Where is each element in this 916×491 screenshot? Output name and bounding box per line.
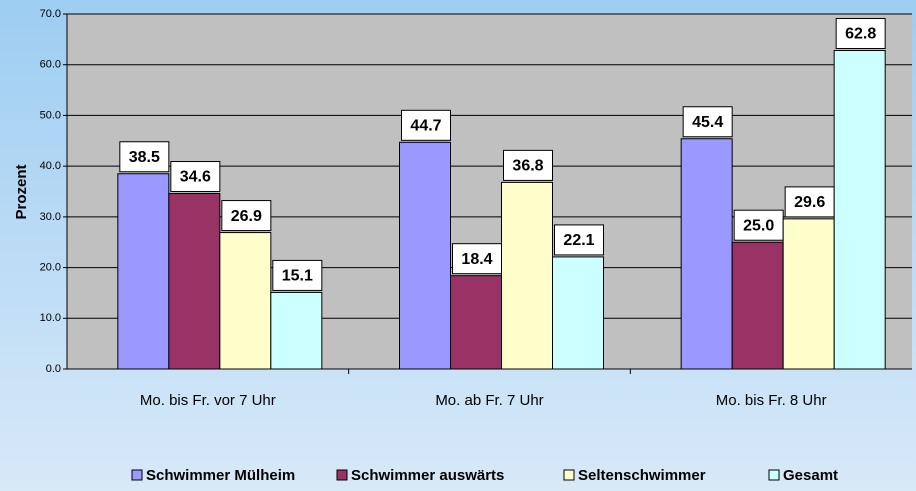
y-axis-label: Prozent — [13, 164, 30, 219]
y-tick-label: 20.0 — [40, 261, 61, 273]
bar — [680, 138, 733, 370]
data-label: 62.8 — [845, 26, 876, 43]
data-label: 25.0 — [743, 217, 774, 234]
data-label-box — [170, 161, 221, 193]
x-tick-label: Mo. ab Fr. 7 Uhr — [435, 392, 543, 409]
legend-label: Gesamt — [783, 467, 838, 484]
bar — [450, 275, 502, 370]
data-label: 22.1 — [563, 232, 594, 249]
bar — [270, 291, 323, 370]
data-label: 36.8 — [512, 158, 543, 175]
data-label-box — [221, 200, 272, 232]
x-tick-label: Mo. bis Fr. vor 7 Uhr — [140, 392, 276, 409]
bar — [731, 241, 784, 370]
y-tick-label: 40.0 — [40, 160, 61, 172]
legend-swatch — [336, 469, 348, 481]
data-label: 45.4 — [692, 114, 723, 131]
data-label: 15.1 — [282, 268, 313, 285]
data-label-box — [835, 18, 886, 50]
bar — [168, 193, 221, 370]
data-label: 29.6 — [794, 194, 825, 211]
bar — [219, 232, 272, 370]
legend-label: Schwimmer Mülheim — [146, 467, 295, 484]
y-tick-label: 50.0 — [40, 109, 61, 121]
legend-label: Schwimmer auswärts — [351, 467, 504, 484]
legend-swatch — [563, 469, 575, 481]
data-label: 26.9 — [231, 208, 262, 225]
x-tick-label: Mo. bis Fr. 8 Uhr — [716, 392, 827, 409]
bar — [552, 256, 604, 370]
y-tick-label: 60.0 — [40, 59, 61, 71]
y-tick-label: 0.0 — [46, 363, 61, 375]
legend-label: Seltenschwimmer — [578, 467, 706, 484]
y-tick-label: 10.0 — [40, 312, 61, 324]
data-label-box — [401, 109, 451, 141]
data-label-box — [119, 141, 170, 173]
data-label: 34.6 — [180, 169, 211, 186]
legend-swatch — [131, 469, 143, 481]
bar — [501, 181, 553, 370]
data-label: 44.7 — [410, 118, 441, 135]
data-label-box — [503, 149, 553, 181]
data-label: 38.5 — [129, 149, 160, 166]
data-label-box — [272, 259, 323, 291]
data-label-box — [733, 209, 784, 241]
data-label-box — [452, 243, 502, 275]
data-label-box — [784, 186, 835, 218]
legend-swatch — [768, 469, 780, 481]
y-tick-label: 30.0 — [40, 211, 61, 223]
bar — [399, 141, 451, 370]
bar — [117, 173, 170, 370]
data-label-box — [554, 224, 604, 256]
bar — [833, 50, 886, 370]
data-label-box — [682, 106, 733, 138]
data-label: 18.4 — [461, 251, 492, 268]
bar — [782, 218, 835, 370]
y-tick-label: 70.0 — [40, 8, 61, 20]
